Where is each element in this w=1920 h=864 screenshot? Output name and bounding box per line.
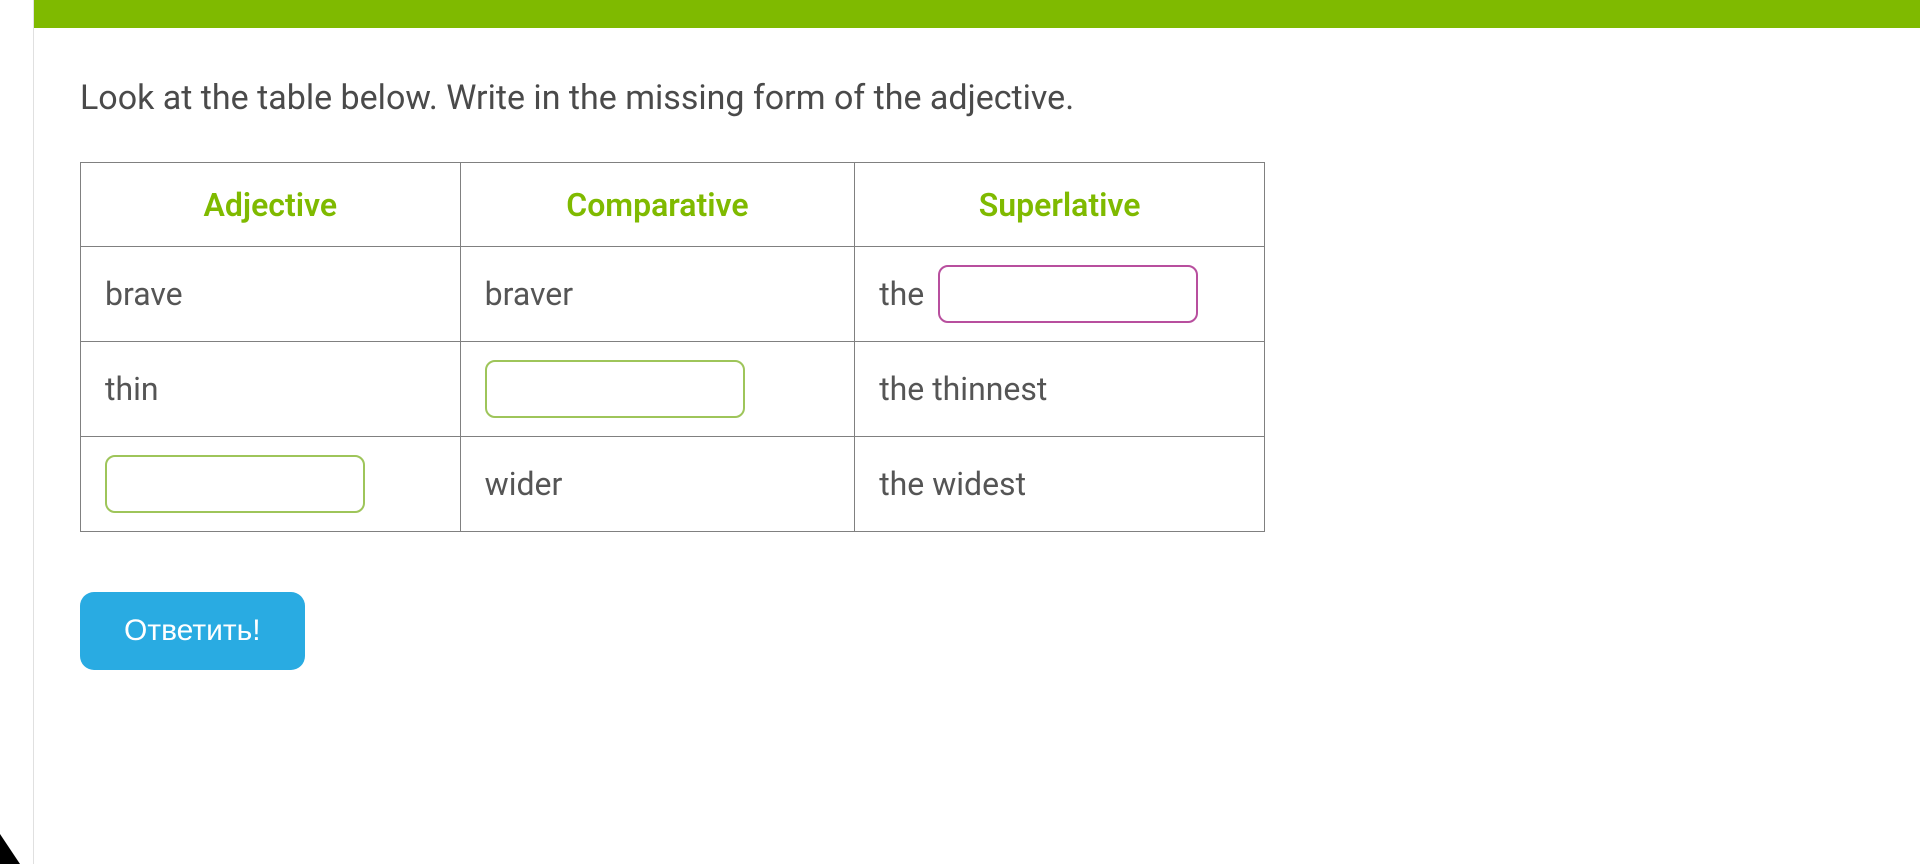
comparative-input[interactable] [485, 360, 745, 418]
table-row: brave braver the [81, 247, 1265, 342]
answer-button[interactable]: Ответить! [80, 592, 305, 670]
superlative-input[interactable] [938, 265, 1198, 323]
cell-comparative: wider [460, 437, 855, 532]
cell-superlative: the thinnest [855, 342, 1265, 437]
left-panel-edge [0, 0, 34, 864]
cell-superlative: the [855, 247, 1265, 342]
header-superlative: Superlative [855, 163, 1265, 247]
cell-comparative: braver [460, 247, 855, 342]
cell-adjective: brave [81, 247, 461, 342]
top-green-bar [34, 0, 1920, 28]
cell-superlative: the widest [855, 437, 1265, 532]
table-row: wider the widest [81, 437, 1265, 532]
cell-text: the thinnest [879, 370, 1047, 408]
adjective-input[interactable] [105, 455, 365, 513]
table-row: thin the thinnest [81, 342, 1265, 437]
cell-text: wider [485, 465, 563, 503]
header-comparative: Comparative [460, 163, 855, 247]
cell-text: the widest [879, 465, 1026, 503]
cell-comparative [460, 342, 855, 437]
exercise-content: Look at the table below. Write in the mi… [0, 28, 1920, 670]
cell-text: brave [105, 275, 183, 313]
cell-adjective [81, 437, 461, 532]
cell-adjective: thin [81, 342, 461, 437]
cell-prefix: the [879, 275, 924, 313]
instruction-text: Look at the table below. Write in the mi… [80, 78, 1920, 118]
cell-text: braver [485, 275, 573, 313]
cell-text: thin [105, 370, 159, 408]
header-adjective: Adjective [81, 163, 461, 247]
corner-wedge-icon [0, 834, 20, 864]
adjective-table: Adjective Comparative Superlative brave … [80, 162, 1265, 532]
